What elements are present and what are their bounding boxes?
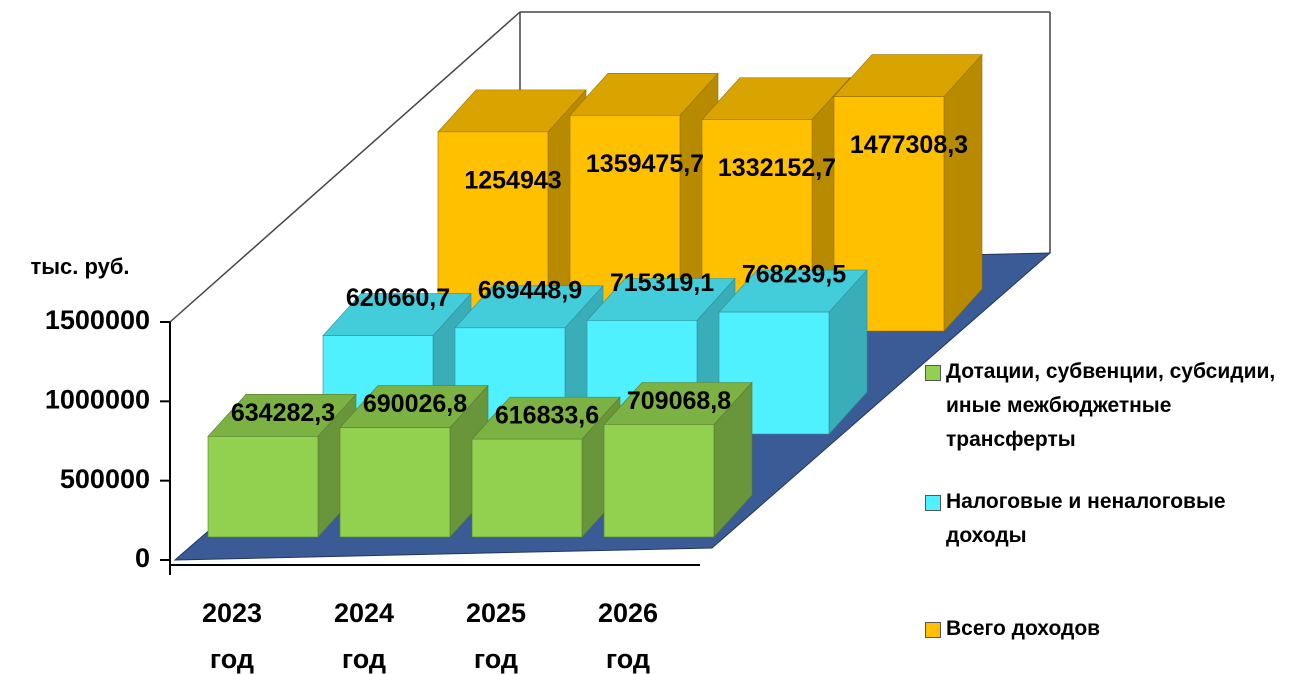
- data-label: 768239,5: [742, 261, 846, 289]
- bar: [833, 53, 983, 332]
- legend-swatch: [925, 495, 941, 511]
- data-label: 709068,8: [627, 387, 731, 415]
- legend-swatch: [925, 365, 941, 381]
- x-tick-label: 2025 год: [465, 598, 527, 674]
- legend-swatch: [925, 622, 941, 638]
- bar: [603, 381, 753, 538]
- data-label: 1332152,7: [718, 154, 836, 182]
- data-label: 1477308,3: [850, 131, 968, 159]
- bar-face: [603, 424, 715, 538]
- y-tick-label: 1500000: [45, 305, 150, 335]
- y-tick-label: 0: [135, 543, 150, 573]
- y-axis-label: тыс. руб.: [30, 254, 129, 279]
- x-tick-label: 2023 год: [201, 598, 263, 674]
- data-label: 634282,3: [231, 399, 335, 427]
- y-tick-label: 500000: [60, 464, 150, 494]
- bar-face: [339, 427, 451, 538]
- bar-face: [471, 438, 583, 538]
- data-label: 1254943: [464, 166, 561, 194]
- data-label: 669448,9: [478, 276, 582, 304]
- x-tick-label: 2026 год: [597, 598, 659, 674]
- legend-label: Дотации, субвенции, субсидии, иные межбю…: [946, 360, 1276, 451]
- data-label: 690026,8: [363, 390, 467, 418]
- legend-label: Всего доходов: [946, 617, 1101, 640]
- y-tick-label: 1000000: [45, 384, 150, 414]
- data-label: 616833,6: [495, 402, 599, 430]
- wall-edge: [169, 11, 521, 323]
- data-label: 715319,1: [610, 269, 714, 297]
- data-label: 620660,7: [346, 284, 450, 312]
- bar-face: [943, 53, 983, 332]
- data-label: 1359475,7: [586, 150, 704, 178]
- bar: [339, 384, 489, 538]
- x-tick-label: 2024 год: [333, 598, 395, 674]
- legend-label: Налоговые и неналоговые доходы: [946, 490, 1226, 547]
- bar-face: [207, 436, 319, 538]
